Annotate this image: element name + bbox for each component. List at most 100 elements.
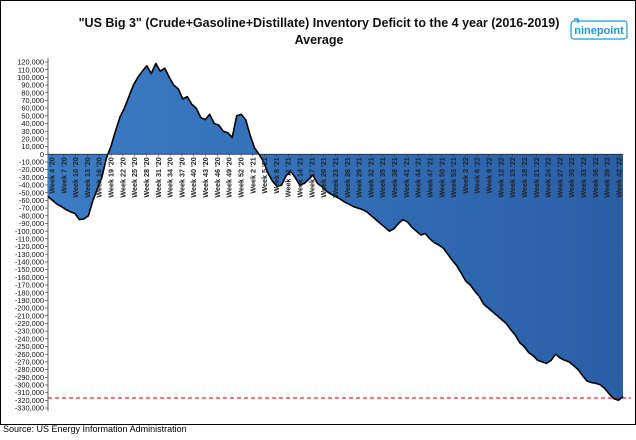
x-tick-label: Week 33 '22 [579, 157, 588, 197]
x-tick-label: Week 19 '20 [107, 157, 116, 197]
y-tick-label: 0 [40, 150, 44, 159]
y-tick-label: -300,000 [15, 381, 44, 390]
x-tick-label: Week 23 '21 [331, 157, 340, 197]
x-tick-label: Week 53 '21 [449, 157, 458, 197]
x-tick-label: Week 16 '20 [95, 157, 104, 197]
y-tick-label: -80,000 [19, 211, 44, 220]
x-tick-label: Week 43 '20 [201, 157, 210, 197]
y-tick-label: -150,000 [15, 265, 44, 274]
series-area [48, 63, 623, 401]
x-tick-label: Week 41 '21 [402, 157, 411, 197]
x-tick-label: Week 20 '21 [319, 157, 328, 197]
y-tick-label: -120,000 [15, 242, 44, 251]
x-tick-label: Week 6 '22 [473, 157, 482, 193]
chart-frame: "US Big 3" (Crude+Gasoline+Distillate) I… [0, 0, 636, 425]
y-tick-label: -270,000 [15, 357, 44, 366]
y-tick-label: 50,000 [21, 111, 44, 120]
y-tick-label: -260,000 [15, 350, 44, 359]
x-tick-label: Week 38 '21 [390, 157, 399, 197]
y-tick-label: -140,000 [15, 258, 44, 267]
x-tick-label: Week 31 '20 [154, 157, 163, 197]
area-chart: 120,000110,000100,00090,00080,00070,0006… [15, 58, 631, 413]
x-tick-label: Week 18 '22 [520, 157, 529, 197]
x-tick-label: Week 8 '21 [272, 157, 281, 193]
x-tick-label: Week 39 '22 [603, 157, 612, 197]
x-tick-label: Week 34 '20 [166, 157, 175, 197]
y-tick-label: -30,000 [19, 173, 44, 182]
y-tick-label: -310,000 [15, 388, 44, 397]
y-tick-label: -240,000 [15, 334, 44, 343]
x-tick-label: Week 15 '22 [508, 157, 517, 197]
series-line [47, 62, 624, 402]
y-tick-label: -100,000 [15, 227, 44, 236]
y-tick-label: -290,000 [15, 373, 44, 382]
x-tick-label: Week 47 '21 [426, 157, 435, 197]
x-tick-label: Week 17 '21 [307, 157, 316, 197]
x-tick-label: Week 26 '21 [343, 157, 352, 197]
ninepoint-logo: ninepoint [570, 18, 628, 40]
x-tick-label: Week 2 '21 [248, 157, 257, 193]
y-tick-label: -70,000 [19, 204, 44, 213]
y-tick-label: -190,000 [15, 296, 44, 305]
y-tick-label: -280,000 [15, 365, 44, 374]
y-tick-label: 20,000 [21, 134, 44, 143]
x-tick-label: Week 11 '21 [284, 157, 293, 197]
y-tick-label: -250,000 [15, 342, 44, 351]
x-tick-label: Week 12 '22 [496, 157, 505, 197]
chart-title-line-1: "US Big 3" (Crude+Gasoline+Distillate) I… [78, 16, 560, 30]
chart-title-line-2: Average [294, 33, 344, 47]
y-tick-label: -110,000 [15, 234, 44, 243]
x-tick-label: Week 27 '22 [555, 157, 564, 197]
chart-title: "US Big 3" (Crude+Gasoline+Distillate) I… [1, 15, 636, 49]
y-tick-label: -230,000 [15, 327, 44, 336]
x-tick-label: Week 5 '21 [260, 157, 269, 193]
x-tick-label: Week 28 '20 [142, 157, 151, 197]
y-tick-label: -320,000 [15, 396, 44, 405]
y-tick-label: 120,000 [17, 58, 44, 67]
y-tick-label: 100,000 [17, 73, 44, 82]
y-tick-label: -60,000 [19, 196, 44, 205]
y-tick-label: -210,000 [15, 311, 44, 320]
x-tick-label: Week 14 '21 [296, 157, 305, 197]
y-tick-label: -10,000 [19, 158, 44, 167]
x-tick-label: Week 44 '21 [414, 157, 423, 197]
x-tick-label: Week 35 '21 [378, 157, 387, 197]
y-tick-label: -90,000 [19, 219, 44, 228]
x-tick-label: Week 29 '21 [355, 157, 364, 197]
y-tick-label: -180,000 [15, 288, 44, 297]
y-tick-label: -170,000 [15, 281, 44, 290]
x-tick-label: Week 4 '20 [48, 157, 57, 193]
y-tick-label: -20,000 [19, 165, 44, 174]
logo-text: ninepoint [574, 25, 624, 37]
x-tick-label: Week 46 '20 [213, 157, 222, 197]
y-tick-label: -330,000 [15, 404, 44, 413]
x-tick-label: Week 40 '20 [189, 157, 198, 197]
x-tick-label: Week 49 '20 [225, 157, 234, 197]
x-tick-label: Week 36 '22 [591, 157, 600, 197]
x-tick-label: Week 42 '22 [615, 157, 624, 197]
source-note: Source: US Energy Information Administra… [3, 424, 187, 434]
x-tick-label: Week 50 '21 [437, 157, 446, 197]
x-tick-label: Week 9 '22 [485, 157, 494, 193]
x-tick-label: Week 7 '20 [59, 157, 68, 193]
x-tick-label: Week 24 '22 [544, 157, 553, 197]
x-tick-label: Week 32 '21 [366, 157, 375, 197]
y-tick-label: 30,000 [21, 127, 44, 136]
x-tick-label: Week 22 '20 [118, 157, 127, 197]
y-tick-label: 10,000 [21, 142, 44, 151]
y-tick-label: 40,000 [21, 119, 44, 128]
x-tick-label: Week 10 '20 [71, 157, 80, 197]
x-tick-label: Week 25 '20 [130, 157, 139, 197]
x-tick-label: Week 37 '20 [177, 157, 186, 197]
x-tick-label: Week 13 '20 [83, 157, 92, 197]
x-tick-label: Week 30 '22 [567, 157, 576, 197]
x-tick-label: Week 3 '22 [461, 157, 470, 193]
y-tick-label: 80,000 [21, 88, 44, 97]
y-tick-label: 60,000 [21, 104, 44, 113]
y-tick-label: 110,000 [18, 65, 44, 74]
x-tick-label: Week 21 '22 [532, 157, 541, 197]
y-tick-label: -160,000 [15, 273, 44, 282]
y-tick-label: -40,000 [19, 181, 44, 190]
x-tick-label: Week 52 '20 [237, 157, 246, 197]
y-tick-label: 90,000 [21, 81, 44, 90]
